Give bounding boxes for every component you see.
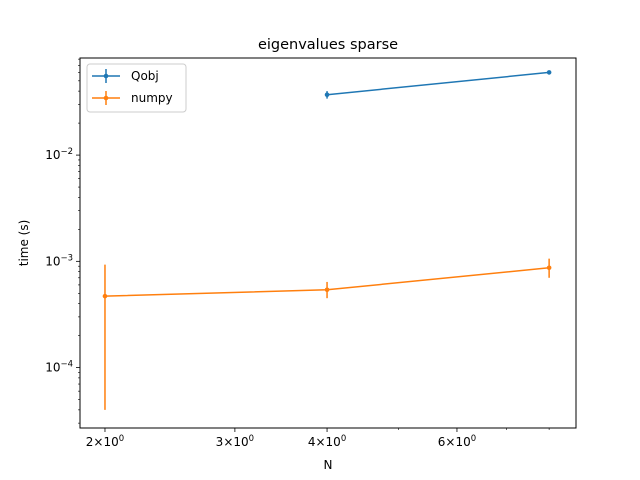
y-tick-base: 10	[45, 254, 60, 268]
legend-marker	[103, 95, 109, 101]
y-tick-exponent: −2	[60, 147, 73, 157]
x-tick-base: 4	[308, 435, 316, 449]
data-point	[324, 92, 330, 98]
y-tick-exponent: −3	[60, 253, 73, 263]
x-tick-power-base: 10	[103, 435, 118, 449]
x-tick-power-base: 10	[455, 435, 470, 449]
series-Qobj	[324, 70, 552, 99]
x-tick-power-base: 10	[233, 435, 248, 449]
data-point	[546, 265, 552, 271]
x-tick-power-base: 10	[326, 435, 341, 449]
data-point	[546, 70, 552, 75]
y-axis-label: time (s)	[17, 220, 31, 267]
y-axis-ticks: 10−410−310−2	[45, 58, 80, 424]
y-tick-exponent: −4	[60, 360, 73, 370]
x-tick-times: ×	[93, 435, 103, 449]
legend-entries: Qobj numpy	[92, 69, 173, 105]
y-tick-base: 10	[45, 148, 60, 162]
plot-frame	[79, 57, 577, 429]
legend-label: numpy	[131, 91, 173, 105]
x-tick-exponent: 0	[119, 434, 124, 444]
x-tick-label: 6×100	[438, 434, 476, 449]
series-layer	[102, 70, 552, 410]
y-tick-label: 10−4	[45, 360, 73, 375]
x-tick-base: 2	[86, 435, 94, 449]
legend-entry-Qobj: Qobj	[92, 69, 159, 83]
series-line	[326, 71, 550, 96]
legend-entry-numpy: numpy	[92, 91, 173, 105]
x-tick-times: ×	[223, 435, 233, 449]
series-numpy	[102, 258, 552, 410]
chart-title: eigenvalues sparse	[258, 37, 398, 53]
y-tick-label: 10−2	[45, 147, 73, 162]
legend-label: Qobj	[131, 69, 159, 83]
x-axis-label: N	[324, 458, 333, 472]
data-point	[324, 287, 330, 293]
x-tick-label: 4×100	[308, 434, 346, 449]
y-tick-base: 10	[45, 361, 60, 375]
x-tick-label: 2×100	[86, 434, 124, 449]
legend: Qobj numpy	[86, 63, 187, 113]
x-tick-exponent: 0	[341, 434, 346, 444]
y-tick-label: 10−3	[45, 253, 73, 268]
x-tick-base: 6	[438, 435, 446, 449]
x-tick-exponent: 0	[249, 434, 254, 444]
x-axis-ticks: 2×100 3×100 4×100 6×100	[86, 428, 550, 449]
data-point	[102, 293, 108, 299]
legend-marker	[103, 73, 109, 79]
x-tick-times: ×	[445, 435, 455, 449]
x-tick-label: 3×100	[216, 434, 254, 449]
x-tick-times: ×	[315, 435, 325, 449]
x-tick-base: 3	[216, 435, 224, 449]
x-tick-exponent: 0	[471, 434, 476, 444]
